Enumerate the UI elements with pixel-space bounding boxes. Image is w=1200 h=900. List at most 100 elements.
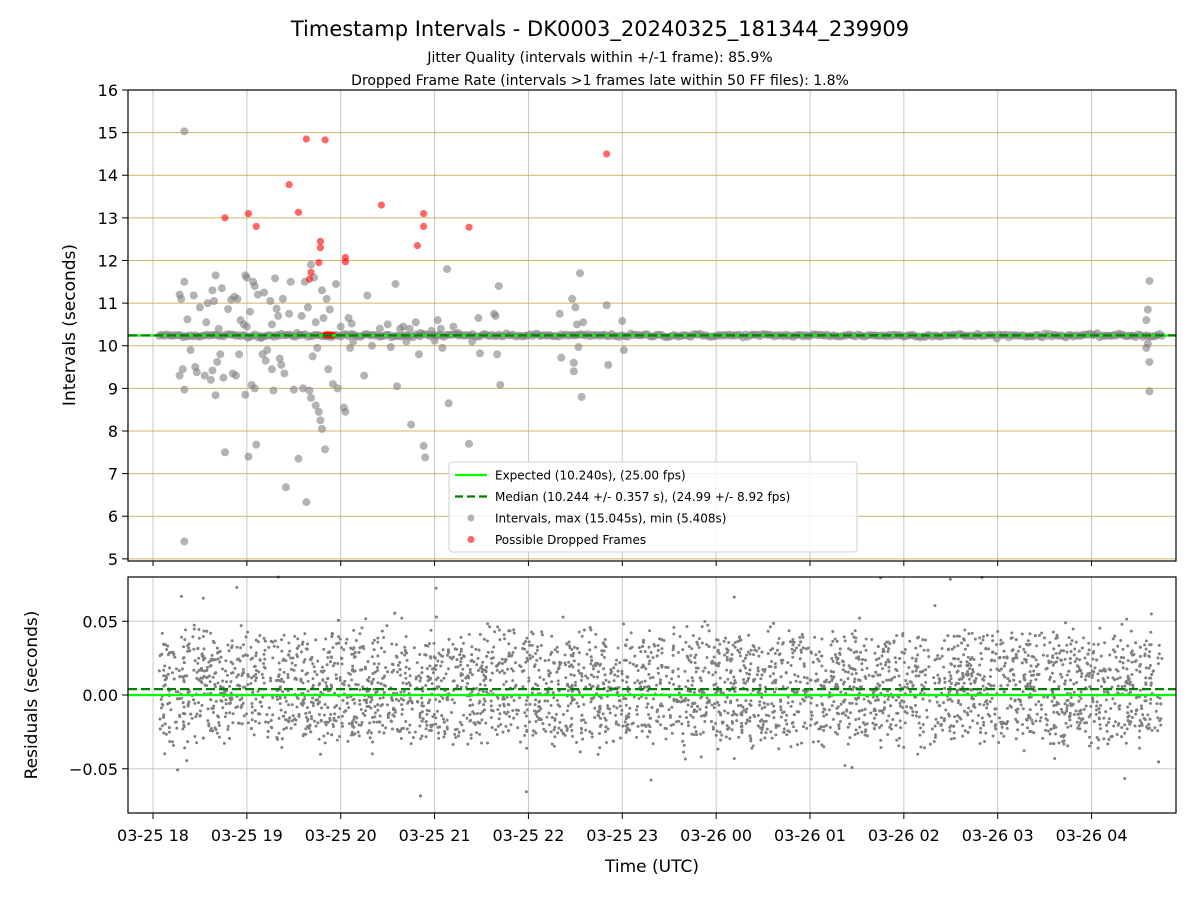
residual-point [525, 636, 529, 640]
residual-point [684, 640, 688, 644]
residual-point [898, 657, 902, 661]
residual-point [672, 632, 676, 636]
residual-point [323, 741, 327, 745]
residual-point [1104, 698, 1108, 702]
interval-point [175, 371, 184, 380]
residual-point [635, 704, 639, 708]
interval-point [555, 309, 564, 318]
residual-point [483, 683, 487, 687]
residual-point [751, 678, 755, 682]
residual-point [614, 720, 618, 724]
residual-point [677, 684, 681, 688]
residual-point [553, 725, 557, 729]
residual-point [537, 668, 541, 672]
residual-point [479, 711, 483, 715]
residual-point [488, 625, 492, 629]
residual-point [848, 722, 852, 726]
residual-point [1054, 725, 1058, 729]
residual-point [490, 671, 494, 675]
residual-point [220, 667, 224, 671]
residual-point [867, 699, 871, 703]
residual-point [1091, 673, 1095, 677]
residual-point [521, 647, 525, 651]
residual-point [395, 728, 399, 732]
residual-point [1020, 722, 1024, 726]
residual-point [484, 721, 488, 725]
residual-point [626, 685, 630, 689]
residual-point [763, 736, 767, 740]
residual-point [1123, 776, 1127, 780]
interval-point [302, 498, 311, 507]
residual-point [592, 675, 596, 679]
residual-point [288, 649, 292, 653]
residual-point [287, 720, 291, 724]
residual-point [206, 719, 210, 723]
residual-point [773, 665, 777, 669]
residual-point [262, 652, 266, 656]
interval-point [297, 311, 306, 320]
residual-point [967, 677, 971, 681]
residual-point [1049, 727, 1053, 731]
residual-point [1095, 700, 1099, 704]
residual-point [1111, 676, 1115, 680]
residual-point [934, 717, 938, 721]
residual-point [223, 715, 227, 719]
residual-point [1077, 649, 1081, 653]
residual-point [794, 691, 798, 695]
interval-point [260, 288, 269, 297]
residual-point [261, 695, 265, 699]
residual-point [1116, 669, 1120, 673]
residual-point [364, 709, 368, 713]
residual-point [606, 706, 610, 710]
residual-point [342, 710, 346, 714]
residual-point [569, 701, 573, 705]
residual-point [899, 726, 903, 730]
residual-point [668, 715, 672, 719]
residual-point [1006, 683, 1010, 687]
residual-point [979, 730, 983, 734]
residual-point [640, 644, 644, 648]
residual-point [1094, 712, 1098, 716]
residual-point [710, 703, 714, 707]
residual-point [739, 638, 743, 642]
residual-point [356, 730, 360, 734]
residual-point [402, 690, 406, 694]
residual-point [621, 724, 625, 728]
residual-point [777, 747, 781, 751]
residual-point [462, 654, 466, 658]
residual-point [1156, 662, 1160, 666]
residual-point [984, 731, 988, 735]
residual-point [228, 711, 232, 715]
residual-point [820, 702, 824, 706]
residual-point [1125, 617, 1129, 621]
residual-point [1059, 649, 1063, 653]
residual-point [491, 656, 495, 660]
residual-point [791, 700, 795, 704]
residual-point [436, 659, 440, 663]
residual-point [580, 674, 584, 678]
residual-point [420, 734, 424, 738]
residual-point [309, 658, 313, 662]
residual-point [863, 675, 867, 679]
residual-point [692, 708, 696, 712]
residual-point [212, 641, 216, 645]
residual-point [1027, 713, 1031, 717]
residual-point [553, 718, 557, 722]
interval-point [322, 294, 331, 303]
interval-point [278, 294, 287, 303]
residual-point [160, 702, 164, 706]
residual-point [1141, 713, 1145, 717]
residual-point [1091, 700, 1095, 704]
residual-point [547, 672, 551, 676]
residual-point [943, 686, 947, 690]
residual-point [526, 659, 530, 663]
residual-point [948, 697, 952, 701]
residual-point [175, 726, 179, 730]
legend-entry-label: Median (10.244 +/- 0.357 s), (24.99 +/- … [495, 490, 790, 504]
residual-point [382, 691, 386, 695]
residual-point [594, 664, 598, 668]
residual-point [760, 650, 764, 654]
residual-point [1034, 658, 1038, 662]
residual-point [681, 648, 685, 652]
residual-point [761, 722, 765, 726]
